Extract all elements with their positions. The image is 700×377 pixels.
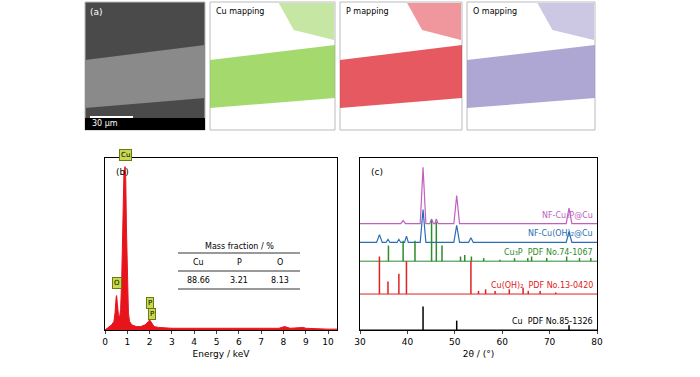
svg-text:2: 2 xyxy=(147,337,153,347)
svg-text:3: 3 xyxy=(169,337,175,347)
svg-text:(a): (a) xyxy=(90,7,103,17)
svg-text:2θ / (°): 2θ / (°) xyxy=(463,349,495,359)
svg-text:40: 40 xyxy=(402,337,414,347)
svg-text:30 μm: 30 μm xyxy=(92,119,118,128)
svg-text:Energy / keV: Energy / keV xyxy=(193,349,251,359)
svg-text:O: O xyxy=(277,258,283,267)
svg-text:P mapping: P mapping xyxy=(346,7,389,16)
svg-text:Cu₃P PDF No.74-1067: Cu₃P PDF No.74-1067 xyxy=(504,248,593,257)
svg-text:(c): (c) xyxy=(371,167,383,177)
svg-text:NF-Cu₃P@Cu: NF-Cu₃P@Cu xyxy=(542,211,593,220)
svg-text:8.13: 8.13 xyxy=(271,276,289,285)
svg-text:P: P xyxy=(150,310,154,318)
svg-text:P: P xyxy=(237,258,242,267)
svg-text:Cu: Cu xyxy=(121,151,130,159)
svg-text:O: O xyxy=(114,279,120,287)
svg-text:7: 7 xyxy=(258,337,264,347)
svg-text:Mass fraction / %: Mass fraction / % xyxy=(205,242,274,251)
svg-text:O mapping: O mapping xyxy=(473,7,517,16)
svg-text:NF-Cu(OH)₂@Cu: NF-Cu(OH)₂@Cu xyxy=(528,229,593,238)
svg-text:(b): (b) xyxy=(116,167,129,177)
svg-text:88.66: 88.66 xyxy=(187,276,210,285)
svg-text:5: 5 xyxy=(214,337,220,347)
svg-text:1: 1 xyxy=(124,337,130,347)
svg-text:50: 50 xyxy=(449,337,461,347)
svg-text:9: 9 xyxy=(303,337,309,347)
svg-text:Cu mapping: Cu mapping xyxy=(216,7,264,16)
svg-text:4: 4 xyxy=(191,337,197,347)
svg-text:Cu(OH)₂ PDF No.13-0420: Cu(OH)₂ PDF No.13-0420 xyxy=(491,281,593,290)
svg-text:3.21: 3.21 xyxy=(230,276,248,285)
svg-text:8: 8 xyxy=(281,337,287,347)
svg-text:80: 80 xyxy=(591,337,603,347)
svg-text:10: 10 xyxy=(322,337,334,347)
svg-text:P: P xyxy=(148,299,152,307)
svg-text:Cu PDF No.85-1326: Cu PDF No.85-1326 xyxy=(512,317,593,326)
svg-text:6: 6 xyxy=(236,337,242,347)
svg-text:0: 0 xyxy=(102,337,108,347)
svg-text:60: 60 xyxy=(496,337,508,347)
svg-text:70: 70 xyxy=(544,337,556,347)
svg-text:Cu: Cu xyxy=(193,258,204,267)
svg-text:30: 30 xyxy=(354,337,366,347)
